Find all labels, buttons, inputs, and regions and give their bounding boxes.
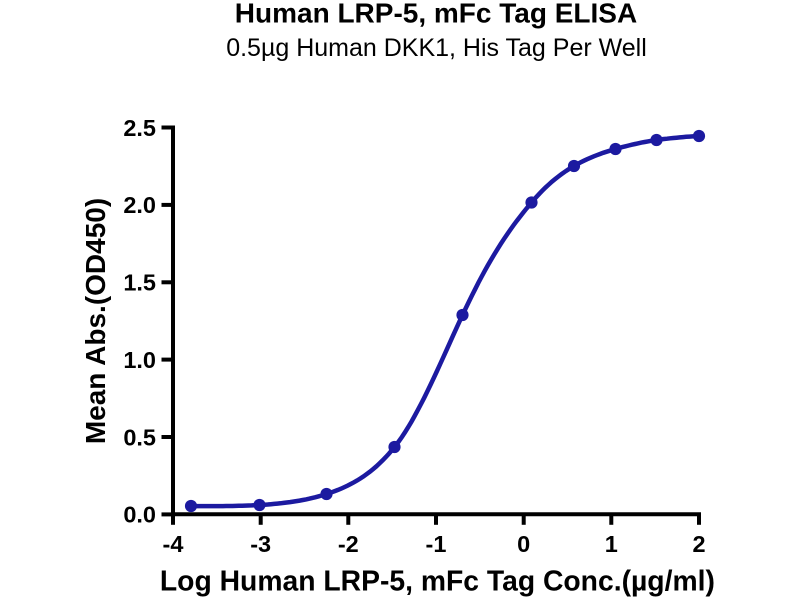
svg-text:2: 2 — [692, 531, 705, 557]
svg-text:0.5: 0.5 — [123, 424, 156, 450]
svg-text:Log Human LRP-5, mFc Tag Conc.: Log Human LRP-5, mFc Tag Conc.(µg/ml) — [160, 565, 715, 597]
svg-text:-3: -3 — [250, 531, 271, 557]
svg-text:-1: -1 — [426, 531, 447, 557]
svg-text:2.5: 2.5 — [123, 115, 156, 141]
svg-text:Mean Abs.(OD450): Mean Abs.(OD450) — [80, 198, 111, 444]
svg-text:-4: -4 — [163, 531, 184, 557]
svg-text:0.0: 0.0 — [123, 502, 156, 528]
svg-text:-2: -2 — [338, 531, 359, 557]
svg-text:Human LRP-5, mFc Tag ELISA: Human LRP-5, mFc Tag ELISA — [235, 0, 637, 29]
svg-text:0.5µg Human DKK1, His Tag Per: 0.5µg Human DKK1, His Tag Per Well — [226, 34, 647, 62]
svg-text:2.0: 2.0 — [123, 192, 156, 218]
svg-text:1.5: 1.5 — [123, 270, 156, 296]
svg-text:0: 0 — [517, 531, 530, 557]
svg-text:1: 1 — [605, 531, 618, 557]
svg-text:1.0: 1.0 — [123, 347, 156, 373]
